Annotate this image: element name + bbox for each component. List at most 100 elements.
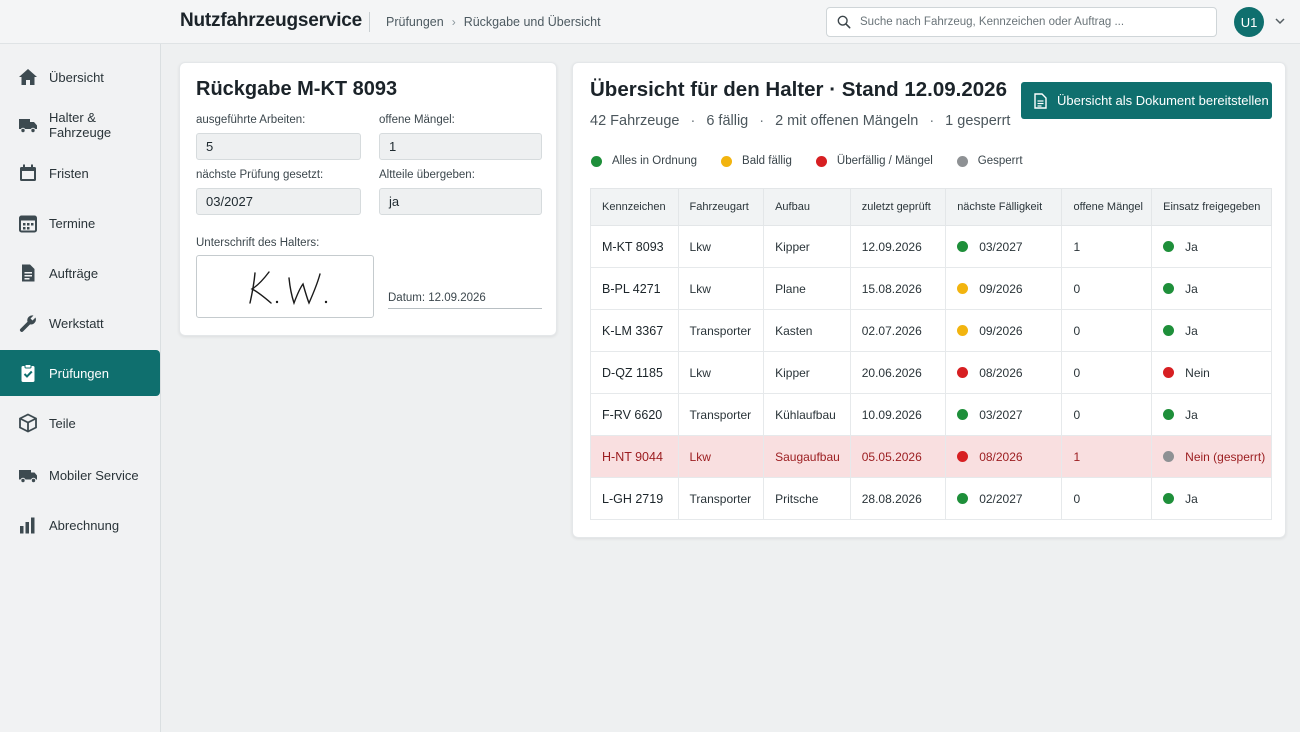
cell-plate: M-KT 8093 [590,225,679,268]
search-box[interactable] [826,7,1217,37]
status-dot-icon [1163,325,1175,336]
cell-vehicle-type: Transporter [677,309,765,352]
return-card: Rückgabe M-KT 8093 ausgeführte Arbeiten:… [179,62,557,336]
cell-release-cell: Ja [1151,309,1272,352]
table-body: M-KT 8093 Lkw Kipper 12.09.2026 03/2027 1 Ja B-… [590,225,1272,520]
sidebar-item-teile[interactable]: Teile [0,400,160,446]
sidebar-item-label: Übersicht [49,69,104,85]
legend-label: Gesperrt [977,155,1023,167]
table-row[interactable]: K-LM 3367 Transporter Kasten 02.07.2026 09/2… [590,309,1272,352]
status-dot-icon [1163,241,1175,252]
open-defects-label: offene Mängel: [379,114,455,126]
status-dot-icon [1163,451,1175,462]
cell-release: Nein (gesperrt) [1185,449,1266,464]
overview-title: Übersicht für den Halter · Stand 12.09.2… [590,78,1007,101]
van-icon [19,470,37,484]
legend-dot-icon [956,155,968,167]
sidebar-item-fristen[interactable]: Fristen [0,150,160,196]
cell-last-checked: 05.05.2026 [849,435,947,478]
table-row[interactable]: F-RV 6620 Transporter Kühlaufbau 10.09.2026… [590,393,1272,436]
cell-open-defects: 0 [1061,351,1153,394]
status-dot-icon [957,409,969,420]
cell-next-due: 08/2026 [979,365,1023,380]
table-row[interactable]: L-GH 2719 Transporter Pritsche 28.08.2026 02… [590,477,1272,520]
status-dot-icon [957,283,969,294]
cell-next-due-cell: 09/2026 [945,309,1063,352]
sidebar-item-label: Fristen [49,165,89,181]
status-dot-icon [1163,283,1175,294]
sidebar-item-abrechnung[interactable]: Abrechnung [0,502,160,548]
separator: · [929,113,935,129]
cell-body-type: Pritsche [763,477,851,520]
user-avatar[interactable]: U1 [1234,7,1264,37]
cell-body-type: Kasten [763,309,851,352]
sidebar-item-uebersicht[interactable]: Übersicht [0,54,160,100]
status-dot-icon [1163,367,1175,378]
cell-last-checked: 20.06.2026 [849,351,947,394]
wrench-icon [19,315,36,332]
overview-card: Übersicht für den Halter · Stand 12.09.2… [572,62,1286,538]
old-parts-field[interactable]: ja [379,188,542,215]
cell-open-defects: 0 [1061,267,1153,310]
bar-chart-icon [20,517,35,534]
column-header[interactable]: Aufbau [763,188,851,226]
breadcrumb-item-pruefungen[interactable]: Prüfungen [386,15,444,29]
sidebar-item-label: Prüfungen [49,365,109,381]
truck-icon [19,119,37,134]
table-row[interactable]: B-PL 4271 Lkw Plane 15.08.2026 09/2026 0 Ja [590,267,1272,310]
column-header[interactable]: Kennzeichen [590,188,679,226]
table-row[interactable]: M-KT 8093 Lkw Kipper 12.09.2026 03/2027 1 Ja [590,225,1272,268]
cell-last-checked: 15.08.2026 [849,267,947,310]
column-header[interactable]: nächste Fälligkeit [945,188,1063,226]
signature-image [249,271,328,306]
cell-plate: D-QZ 1185 [590,351,679,394]
sidebar-item-termine[interactable]: Termine [0,200,160,246]
breadcrumb-item-current: Rückgabe und Übersicht [463,15,601,29]
cell-plate: H-NT 9044 [590,435,679,478]
column-header[interactable]: offene Mängel [1061,188,1153,226]
separator: · [759,113,765,129]
cell-release: Ja [1185,323,1198,338]
divider [369,12,370,32]
work-done-label: ausgeführte Arbeiten: [196,114,306,126]
sidebar-item-label: Termine [49,215,96,231]
status-dot-icon [957,367,969,378]
cell-vehicle-type: Lkw [677,225,765,268]
sidebar-item-auftraege[interactable]: Aufträge [0,250,160,296]
table-row[interactable]: H-NT 9044 Lkw Saugaufbau 05.05.2026 08/2026 1… [590,435,1272,478]
chevron-down-icon[interactable] [1274,15,1286,27]
provide-document-button[interactable]: Übersicht als Dokument bereitstellen [1021,82,1272,119]
column-header[interactable]: zuletzt geprüft [849,188,947,226]
signature-field[interactable] [196,255,374,318]
work-done-field[interactable]: 5 [196,133,361,160]
old-parts-label: Altteile übergeben: [379,169,475,181]
sidebar-item-label: Halter & Fahrzeuge [49,110,112,140]
return-card-title: Rückgabe M-KT 8093 [196,78,398,100]
cell-next-due-cell: 09/2026 [945,267,1063,310]
status-dot-icon [957,241,969,252]
next-check-field[interactable]: 03/2027 [196,188,361,215]
column-header[interactable]: Fahrzeugart [677,188,765,226]
cell-plate: L-GH 2719 [590,477,679,520]
cell-release-cell: Ja [1151,225,1272,268]
document-icon [1034,92,1047,109]
sidebar-item-werkstatt[interactable]: Werkstatt [0,300,160,346]
column-header[interactable]: Einsatz freigegeben [1151,188,1272,226]
open-defects-field[interactable]: 1 [379,133,542,160]
cell-vehicle-type: Lkw [677,351,765,394]
cell-plate: F-RV 6620 [590,393,679,436]
cell-next-due: 02/2027 [979,491,1023,506]
cell-vehicle-type: Lkw [677,435,765,478]
cell-vehicle-type: Transporter [677,393,765,436]
cell-open-defects: 0 [1061,393,1153,436]
cell-next-due: 03/2027 [979,239,1023,254]
sidebar-item-halter-fahrzeuge[interactable]: Halter & Fahrzeuge [0,102,160,148]
sidebar-item-pruefungen[interactable]: Prüfungen [0,350,160,396]
table-row[interactable]: D-QZ 1185 Lkw Kipper 20.06.2026 08/2026 0 Nein [590,351,1272,394]
cell-next-due-cell: 08/2026 [945,435,1063,478]
legend-label: Bald fällig [742,155,792,167]
sidebar-item-mobiler-service[interactable]: Mobiler Service [0,452,160,498]
box-icon [19,413,37,433]
app-title[interactable]: Nutzfahrzeugservice [180,10,363,31]
search-input[interactable] [860,16,1200,28]
